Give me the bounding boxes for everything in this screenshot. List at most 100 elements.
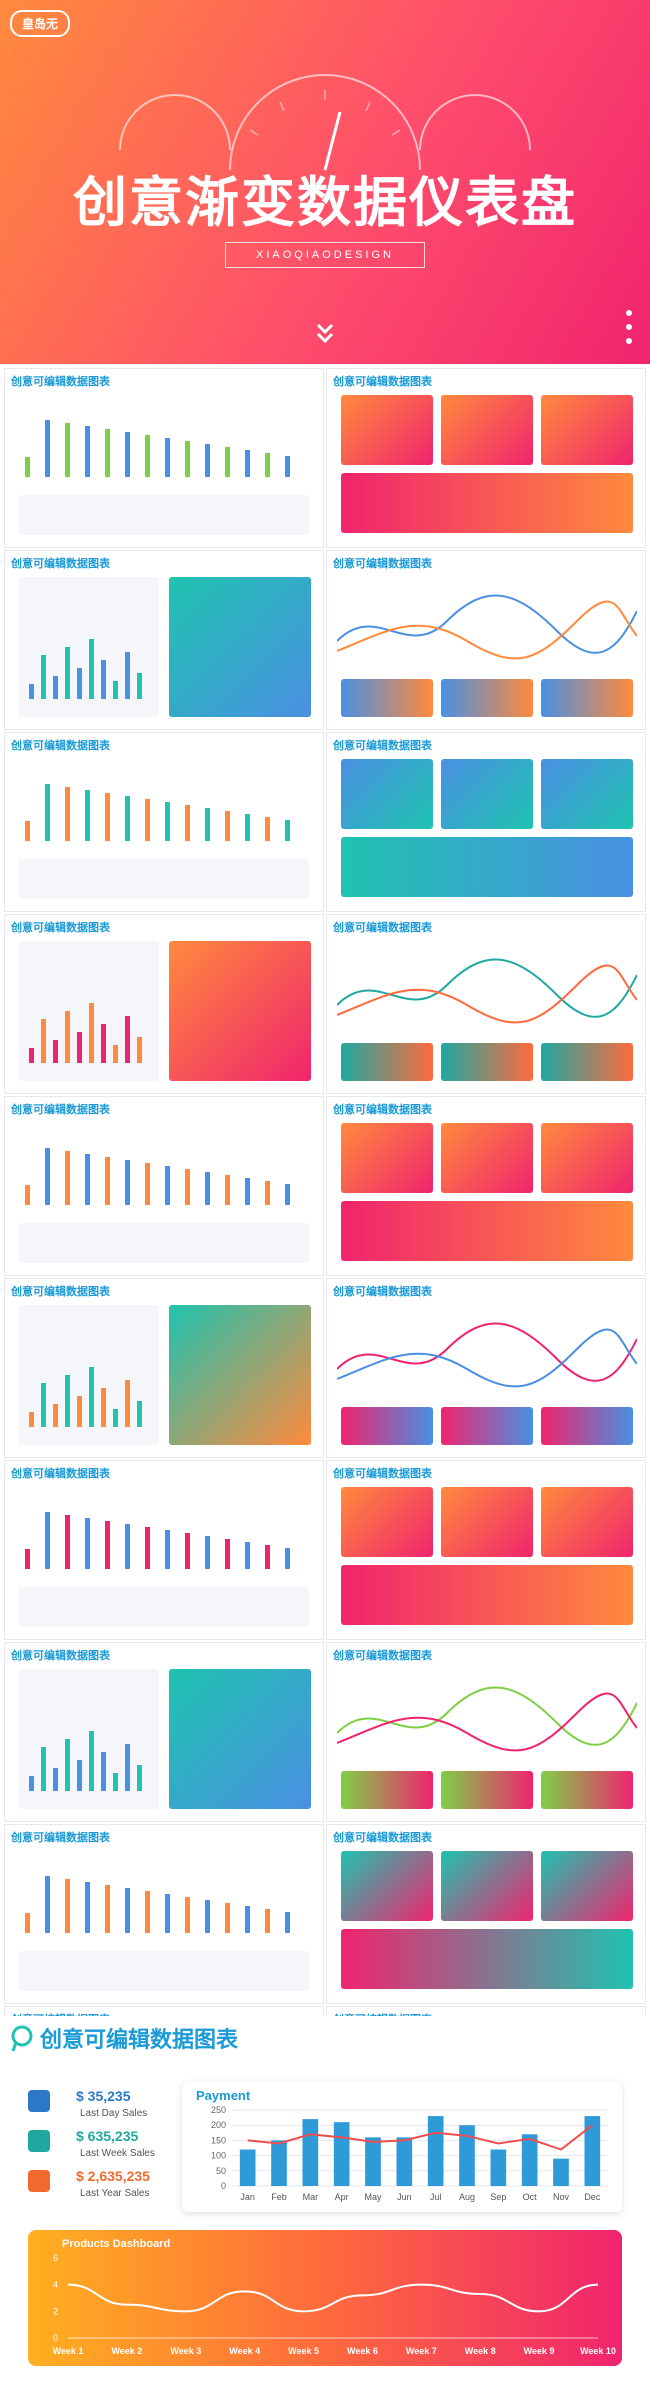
mini-bar bbox=[145, 1163, 150, 1205]
mini-bar bbox=[265, 453, 270, 477]
slide-thumbnail[interactable]: 创意可编辑数据图表 bbox=[326, 914, 646, 1094]
mini-card bbox=[341, 759, 433, 829]
slide-thumbnail-title: 创意可编辑数据图表 bbox=[333, 922, 432, 934]
mini-bar bbox=[225, 811, 230, 841]
mini-bar bbox=[53, 1768, 58, 1791]
slide-thumbnail-title: 创意可编辑数据图表 bbox=[11, 1286, 110, 1298]
mini-bar bbox=[85, 1154, 90, 1205]
mini-bar bbox=[125, 432, 130, 477]
mini-bar bbox=[53, 1040, 58, 1063]
mini-bar bbox=[45, 420, 50, 477]
mini-card bbox=[441, 1407, 533, 1445]
products-card: Products Dashboard 6 4 2 0 Week 1 Week 2 Week … bbox=[28, 2230, 622, 2366]
mini-bar bbox=[125, 1160, 130, 1205]
mini-bar bbox=[77, 668, 82, 699]
mini-card bbox=[441, 1043, 533, 1081]
mini-panel bbox=[341, 1565, 633, 1625]
mini-bar bbox=[113, 1045, 118, 1063]
mini-bar bbox=[65, 1879, 70, 1933]
slide-thumbnail[interactable]: 创意可编辑数据图表 bbox=[4, 1824, 324, 2004]
mini-bar bbox=[41, 1019, 46, 1063]
slide-thumbnail[interactable]: 创意可编辑数据图表 bbox=[4, 550, 324, 730]
slide-thumbnail-title: 创意可编辑数据图表 bbox=[11, 922, 110, 934]
mini-bar bbox=[101, 1024, 106, 1063]
mini-bar bbox=[285, 456, 290, 477]
mini-bar bbox=[41, 1383, 46, 1427]
mini-card bbox=[341, 1851, 433, 1921]
slide-thumbnail[interactable]: 创意可编辑数据图表 bbox=[4, 732, 324, 912]
slide-thumbnail-title: 创意可编辑数据图表 bbox=[333, 1286, 432, 1298]
slide-thumbnail[interactable]: 创意可编辑数据图表 bbox=[4, 1642, 324, 1822]
mini-bar bbox=[245, 814, 250, 841]
mini-line-chart bbox=[337, 958, 637, 1024]
mini-bar bbox=[77, 1760, 82, 1791]
products-title: Products Dashboard bbox=[62, 2238, 171, 2250]
mini-table bbox=[19, 859, 309, 899]
mini-bar bbox=[53, 676, 58, 699]
slide-thumbnail[interactable]: 创意可编辑数据图表 bbox=[4, 1096, 324, 1276]
slide-thumbnail-title: 创意可编辑数据图表 bbox=[333, 1650, 432, 1662]
mini-bar bbox=[105, 793, 110, 841]
mini-bar bbox=[165, 1530, 170, 1569]
mini-bar bbox=[25, 1549, 30, 1569]
slide-thumbnail[interactable]: 创意可编辑数据图表 bbox=[326, 368, 646, 548]
mini-bar bbox=[185, 1169, 190, 1205]
mini-bar bbox=[165, 438, 170, 477]
y-tick-label: 200 bbox=[211, 2120, 226, 2130]
hero-title: 创意渐变数据仪表盘 bbox=[73, 173, 577, 233]
slide-thumbnail[interactable]: 创意可编辑数据图表 bbox=[326, 1460, 646, 1640]
mini-bar bbox=[145, 435, 150, 477]
mini-bar bbox=[225, 1175, 230, 1205]
mini-card bbox=[341, 1043, 433, 1081]
payment-bar bbox=[584, 2116, 601, 2186]
brand-logo: 皇岛无 bbox=[10, 10, 71, 37]
mini-bar bbox=[185, 805, 190, 841]
mini-panel bbox=[341, 1201, 633, 1261]
slide-thumbnail[interactable]: 创意可编辑数据图表 bbox=[326, 1642, 646, 1822]
slide-thumbnail-title: 创意可编辑数据图表 bbox=[11, 1650, 110, 1662]
mini-bar bbox=[65, 647, 70, 699]
slide-thumbnail[interactable]: 创意可编辑数据图表 bbox=[4, 1460, 324, 1640]
x-tick-label: Week 5 bbox=[288, 2346, 319, 2356]
mini-bar bbox=[185, 441, 190, 477]
mini-bar bbox=[225, 1539, 230, 1569]
mini-bar bbox=[113, 1409, 118, 1427]
chevron-down-icon[interactable] bbox=[315, 322, 335, 346]
slide-thumbnail[interactable]: 创意可编辑数据图表 bbox=[326, 1278, 646, 1458]
slide-dots[interactable] bbox=[626, 310, 632, 352]
mini-bar bbox=[65, 1739, 70, 1791]
mini-bar bbox=[29, 684, 34, 699]
gauge-decoration-icon bbox=[119, 74, 531, 171]
payment-bar bbox=[302, 2119, 319, 2186]
mini-bar bbox=[285, 820, 290, 841]
slide-thumbnail-title: 创意可编辑数据图表 bbox=[11, 740, 110, 752]
y-tick-label: 4 bbox=[53, 2280, 58, 2290]
mini-bar bbox=[113, 681, 118, 699]
slide-thumbnail[interactable]: 创意可编辑数据图表 bbox=[326, 550, 646, 730]
mini-bar bbox=[245, 1906, 250, 1933]
x-tick-label: Week 1 bbox=[53, 2346, 84, 2356]
mini-bar bbox=[137, 1037, 142, 1063]
x-tick-label: Sep bbox=[490, 2192, 506, 2202]
slide-thumbnail[interactable]: 创意可编辑数据图表 bbox=[326, 732, 646, 912]
mini-bar bbox=[85, 426, 90, 477]
mini-bar bbox=[145, 799, 150, 841]
mini-bar bbox=[165, 802, 170, 841]
mini-table bbox=[19, 1587, 309, 1627]
mini-line-chart bbox=[337, 1322, 637, 1388]
slide-thumbnail[interactable]: 创意可编辑数据图表 bbox=[326, 1096, 646, 1276]
slide-thumbnail[interactable]: 创意可编辑数据图表 bbox=[4, 914, 324, 1094]
slide-thumbnail[interactable]: 创意可编辑数据图表 bbox=[326, 1824, 646, 2004]
feature-title: 创意可编辑数据图表 bbox=[40, 2027, 239, 2052]
mini-bar bbox=[45, 1512, 50, 1569]
mini-card bbox=[541, 679, 633, 717]
mini-bar bbox=[65, 423, 70, 477]
slide-thumbnail[interactable]: 创意可编辑数据图表 bbox=[4, 368, 324, 548]
slide-thumbnail-title: 创意可编辑数据图表 bbox=[333, 558, 432, 570]
mini-bar bbox=[101, 1388, 106, 1427]
x-tick-label: Nov bbox=[553, 2192, 570, 2202]
x-tick-label: Aug bbox=[459, 2192, 475, 2202]
slide-thumbnail[interactable]: 创意可编辑数据图表 bbox=[4, 1278, 324, 1458]
mini-card bbox=[441, 1771, 533, 1809]
mini-bar bbox=[25, 1913, 30, 1933]
